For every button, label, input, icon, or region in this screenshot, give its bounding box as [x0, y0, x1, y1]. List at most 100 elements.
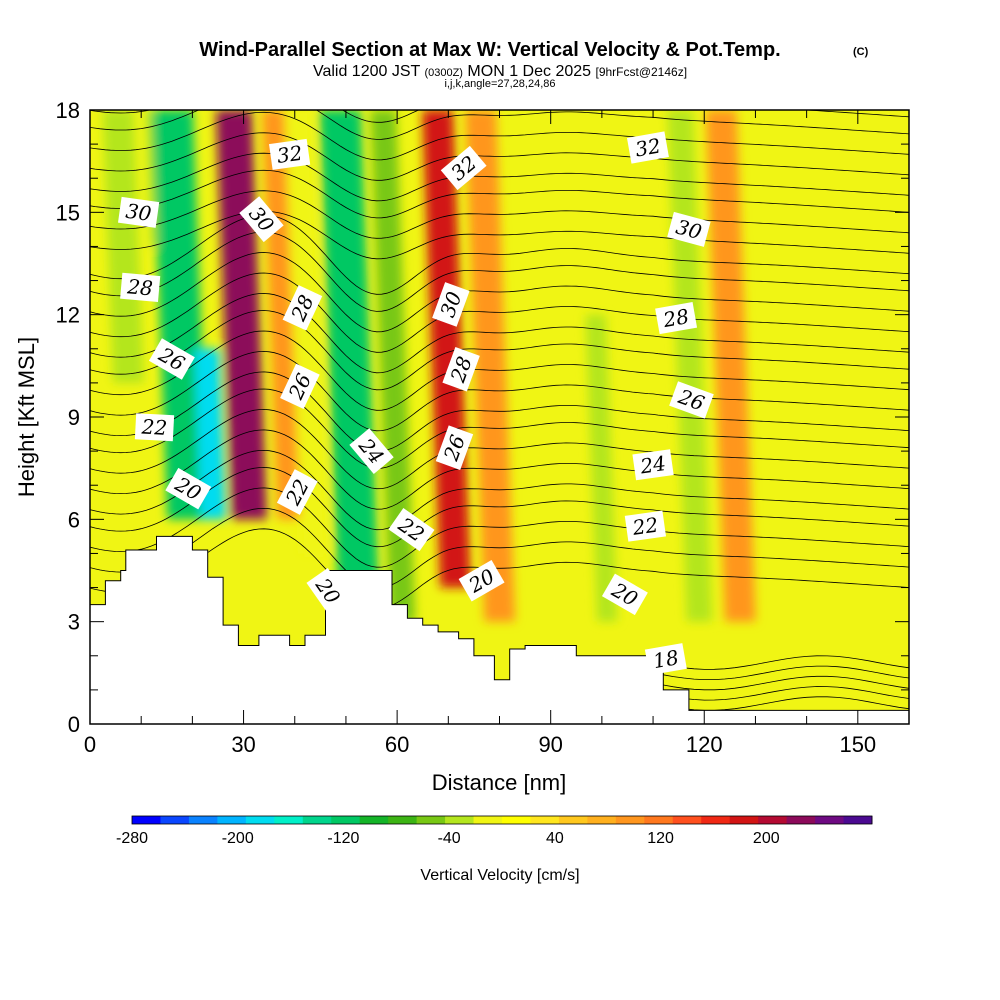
contour-label: 22 — [134, 413, 175, 442]
velocity-band — [319, 110, 379, 588]
contour-label-bg — [667, 211, 711, 247]
x-tick-label: 120 — [686, 732, 723, 757]
contour-label-bg — [280, 363, 320, 410]
isentrope-line — [90, 111, 909, 161]
colorbar-swatch — [302, 816, 332, 824]
isentrope-line — [90, 210, 909, 260]
contour-label-text: 32 — [633, 133, 662, 161]
colorbar-swatch — [331, 816, 361, 824]
velocity-band — [194, 348, 227, 520]
colorbar: -280 -200 -120 -40 40 120 200 — [116, 815, 873, 847]
velocity-band — [585, 314, 618, 622]
isentrope-line — [663, 686, 909, 701]
y-tick-label: 18 — [56, 98, 80, 123]
contour-label: 30 — [667, 211, 711, 247]
colorbar-tick-label: 120 — [647, 830, 674, 847]
isentrope-line — [90, 214, 909, 295]
contour-label-bg — [239, 196, 284, 243]
isentrope-line — [90, 507, 909, 589]
contour-label: 22 — [276, 469, 318, 515]
contour-label-text: 22 — [140, 415, 168, 440]
y-tick-label: 0 — [68, 712, 80, 737]
contour-label-bg — [601, 573, 648, 616]
contour-label-bg — [306, 567, 350, 614]
colorbar-swatch — [388, 816, 418, 824]
x-tick-label: 30 — [231, 732, 255, 757]
contour-label: 30 — [239, 196, 284, 243]
isentrope-line — [90, 528, 909, 609]
contour-label-bg — [276, 469, 318, 515]
colorbar-swatch — [758, 816, 788, 824]
y-axis-label: Height [Kft MSL] — [14, 337, 39, 497]
contour-label-text: 24 — [638, 451, 668, 478]
colorbar-swatch — [843, 816, 873, 824]
isentrope-line — [90, 388, 909, 469]
isentrope-line — [90, 408, 909, 490]
colorbar-swatch — [217, 816, 247, 824]
colorbar-tick-label: -120 — [327, 830, 359, 847]
chart-title: Wind-Parallel Section at Max W: Vertical… — [199, 39, 780, 61]
colorbar-tick-label: -280 — [116, 830, 148, 847]
subtitle-fcst: [9hrFcst@2146z] — [595, 65, 687, 79]
x-tick-label: 60 — [385, 732, 409, 757]
y-axis: 0 3 6 9 12 15 18 — [56, 98, 909, 737]
subtitle-valid: Valid 1200 JST — [313, 63, 421, 80]
isentrope-line — [90, 310, 909, 391]
colorbar-label: Vertical Velocity [cm/s] — [420, 867, 579, 884]
colorbar-swatch — [786, 816, 816, 824]
contour-label: 22 — [624, 510, 667, 542]
contour-label-bg — [120, 272, 161, 302]
contour-label-text: 28 — [125, 274, 153, 300]
contour-label-bg — [655, 301, 698, 335]
colorbar-swatch — [473, 816, 503, 824]
subtitle-utc: (0300Z) — [424, 67, 463, 79]
isentrope-line — [90, 190, 909, 239]
y-tick-label: 12 — [56, 303, 80, 328]
x-axis: 0 30 60 90 120 150 — [84, 110, 910, 757]
colorbar-swatch — [644, 816, 674, 824]
colorbar-tick-label: 200 — [753, 830, 780, 847]
contour-label-bg — [148, 338, 195, 380]
velocity-band — [102, 110, 144, 383]
isentrope-line — [663, 665, 909, 680]
isentrope-line — [90, 272, 909, 353]
contour-label: 24 — [632, 449, 674, 481]
isentrope-line — [90, 293, 909, 374]
contour-label-text: 28 — [660, 304, 690, 332]
contour-label-bg — [442, 346, 480, 392]
contour-label-bg — [626, 131, 669, 164]
isentrope-line — [90, 169, 909, 219]
x-axis-label: Distance [nm] — [432, 770, 567, 795]
contour-label-bg — [165, 467, 212, 510]
isentrope-line — [90, 429, 909, 510]
colorbar-swatch — [615, 816, 645, 824]
isentrope-line — [90, 371, 909, 452]
colorbar-swatch — [530, 816, 560, 824]
y-tick-label: 15 — [56, 200, 80, 225]
colorbar-tick-label: 40 — [546, 830, 564, 847]
contour-label: 32 — [626, 131, 669, 164]
contour-label-bg — [388, 508, 435, 552]
contour-label-bg — [349, 428, 394, 475]
subtitle-date: MON 1 Dec 2025 — [467, 63, 591, 80]
isentrope-line — [90, 466, 909, 548]
contour-label-bg — [644, 643, 687, 676]
contour-label-bg — [269, 138, 311, 170]
velocity-band — [284, 110, 327, 554]
x-tick-label: 150 — [839, 732, 876, 757]
contour-label-bg — [435, 425, 474, 471]
contour-label-bg — [118, 196, 160, 228]
contour-label: 28 — [120, 272, 161, 302]
contour-label-text: 18 — [651, 645, 680, 673]
terrain-mask — [90, 535, 909, 724]
isentrope-line — [90, 487, 909, 568]
colorbar-frame — [131, 815, 873, 825]
contour-label-bg — [624, 510, 667, 542]
contour-label-text: 32 — [275, 141, 304, 168]
colorbar-swatch — [274, 816, 304, 824]
chart-subtitle: Valid 1200 JST (0300Z) MON 1 Dec 2025 [9… — [313, 63, 687, 80]
contour-label-text: 30 — [124, 199, 153, 226]
isentrope-line — [90, 330, 909, 411]
